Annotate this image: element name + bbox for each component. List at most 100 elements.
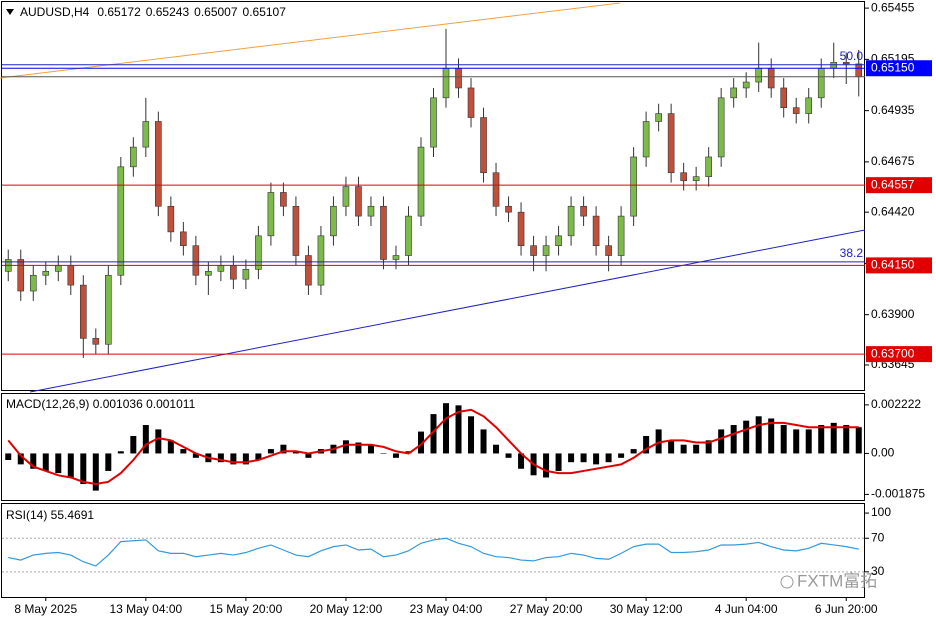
candle-body <box>855 63 863 78</box>
macd-bar <box>743 420 750 454</box>
candle-body <box>630 156 637 217</box>
macd-bar <box>630 449 637 454</box>
rsi-title: RSI(14) 55.4691 <box>6 508 94 522</box>
candle-body <box>530 245 537 256</box>
macd-bar <box>142 425 149 454</box>
candle-body <box>292 205 300 256</box>
macd-bar <box>468 416 475 454</box>
candle-body <box>79 284 87 339</box>
symbol-menu-icon[interactable] <box>6 9 14 15</box>
macd-bar <box>830 422 837 454</box>
macd-bar <box>255 453 262 461</box>
macd-bar <box>430 414 437 454</box>
fib-level-label: 38.2 <box>840 246 864 260</box>
macd-bar <box>730 425 737 454</box>
candle-body <box>430 97 437 148</box>
candle-body <box>105 274 112 345</box>
rsi-panel-frame <box>1 503 865 598</box>
macd-bar <box>793 429 800 454</box>
candle-body <box>767 67 775 89</box>
ohlc-open: 0.65172 <box>97 5 141 19</box>
candle-body <box>42 271 50 276</box>
main-panel-frame <box>1 1 865 391</box>
y-tick-label: 0.002222 <box>871 397 921 411</box>
candle-body <box>742 81 750 89</box>
candle-body <box>542 245 550 256</box>
macd-bar <box>593 453 600 465</box>
candle-body <box>517 211 525 246</box>
candle-body <box>667 113 675 174</box>
macd-bar <box>242 453 249 465</box>
candle-body <box>205 271 212 276</box>
y-tick-label: -0.001875 <box>871 487 925 501</box>
candle-body <box>405 215 412 256</box>
candle-body <box>92 338 100 345</box>
macd-bar <box>267 449 274 454</box>
x-tick-label: 6 Jun 20:00 <box>815 602 878 616</box>
macd-bar <box>705 440 712 454</box>
symbol-title: AUDUSD,H4 <box>20 5 90 19</box>
candle-body <box>155 121 162 207</box>
macd-bar <box>618 453 625 458</box>
rsi-line <box>8 537 859 567</box>
candle-body <box>255 235 262 270</box>
macd-bar <box>680 444 687 454</box>
macd-bar <box>818 425 825 454</box>
macd-bar <box>180 449 187 454</box>
macd-panel-frame <box>1 393 865 501</box>
macd-bar <box>417 431 424 454</box>
macd-bar <box>543 453 550 478</box>
x-tick-label: 4 Jun 04:00 <box>715 602 778 616</box>
candle-body <box>455 67 462 89</box>
ohlc-low: 0.65007 <box>194 5 238 19</box>
candle-body <box>142 121 150 148</box>
macd-bar <box>668 440 675 454</box>
candle-body <box>567 205 575 237</box>
candle-body <box>680 172 687 181</box>
macd-bar <box>755 416 762 454</box>
y-tick-label: 0.00 <box>871 446 895 460</box>
price-level-box <box>866 60 932 77</box>
price-level-label: 0.63700 <box>871 346 915 360</box>
candle-body <box>180 231 187 246</box>
candle-body <box>480 117 487 174</box>
macd-bar <box>192 453 199 458</box>
candle-body <box>655 113 662 122</box>
candle-body <box>230 265 237 280</box>
macd-bar <box>292 451 299 454</box>
candle-body <box>380 205 387 260</box>
candle-body <box>267 192 275 237</box>
x-tick-label: 8 May 2025 <box>14 602 77 616</box>
macd-title: MACD(12,26,9) 0.001036 0.001011 <box>6 397 196 411</box>
y-tick-label: 0.64420 <box>871 204 915 218</box>
macd-bar <box>605 453 612 463</box>
macd-bar <box>780 425 787 454</box>
macd-bar <box>455 405 462 454</box>
candle-body <box>780 87 788 108</box>
x-tick-label: 20 May 12:00 <box>310 602 383 616</box>
macd-bar <box>342 440 349 454</box>
watermark-logo <box>780 575 794 589</box>
candle-body <box>592 215 600 246</box>
y-tick-label: 0.64675 <box>871 154 915 168</box>
macd-bar <box>155 429 162 454</box>
candle-body <box>730 87 737 99</box>
y-tick-label: 70 <box>871 530 885 544</box>
macd-bar <box>768 418 775 454</box>
candle-body <box>242 269 250 280</box>
macd-bar <box>693 444 700 454</box>
macd-bar <box>718 429 725 454</box>
macd-bar <box>655 429 662 454</box>
macd-bar <box>305 453 312 458</box>
macd-bar <box>380 453 387 454</box>
candle-body <box>29 274 37 292</box>
macd-bar <box>5 453 12 461</box>
macd-bar <box>17 453 24 465</box>
macd-bar <box>518 453 525 469</box>
macd-bar <box>367 444 374 454</box>
ohlc-close: 0.65107 <box>243 5 287 19</box>
macd-bar <box>555 453 562 471</box>
macd-bar <box>493 444 500 454</box>
candle-body <box>217 265 225 272</box>
candle-body <box>805 97 813 114</box>
